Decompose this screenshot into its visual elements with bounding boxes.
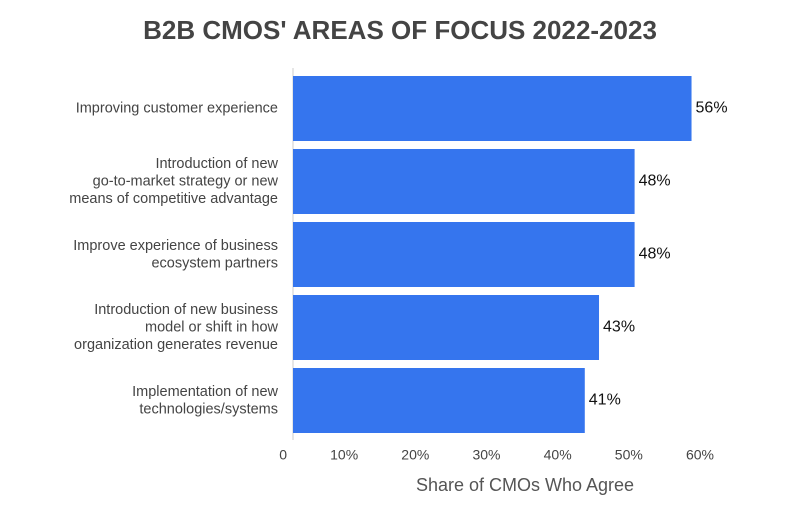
- x-tick-label: 10%: [330, 447, 358, 463]
- bar: [293, 76, 692, 141]
- value-label: 41%: [589, 392, 621, 409]
- chart-title: B2B CMOS' AREAS OF FOCUS 2022-2023: [143, 15, 657, 45]
- value-label: 48%: [639, 173, 671, 190]
- x-tick-label: 20%: [401, 447, 429, 463]
- bar: [293, 222, 635, 287]
- y-tick-label: Improve experience of business ecosystem …: [73, 238, 278, 272]
- bar: [293, 295, 600, 360]
- x-tick-label: 30%: [472, 447, 500, 463]
- y-tick-label: Improving customer experience: [76, 100, 278, 116]
- x-tick-label: 40%: [544, 447, 572, 463]
- x-tick-label: 0: [279, 447, 287, 463]
- y-tick-label: Introduction of new go-to-market strategy…: [69, 156, 278, 207]
- y-tick-label: Introduction of new business model or shi…: [74, 302, 278, 353]
- x-tick-label: 50%: [615, 447, 643, 463]
- y-tick-label: Implementation of new technologies/system…: [132, 384, 278, 418]
- value-label: 43%: [603, 319, 635, 336]
- value-label: 56%: [696, 100, 728, 117]
- bar: [293, 368, 585, 433]
- value-label: 48%: [639, 246, 671, 263]
- x-tick-label: 60%: [686, 447, 714, 463]
- x-axis-label: Share of CMOs Who Agree: [416, 475, 634, 495]
- bar: [293, 149, 635, 214]
